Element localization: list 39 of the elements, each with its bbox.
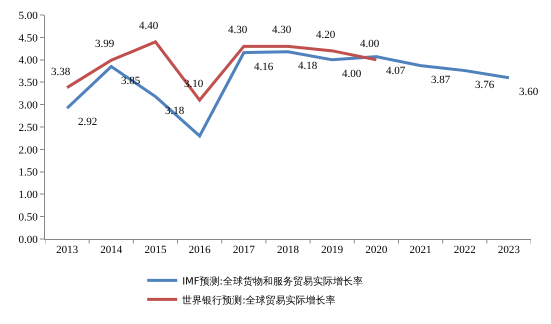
y-tick-label: 3.00 bbox=[18, 99, 38, 112]
y-tick-label: 5.00 bbox=[18, 10, 38, 22]
y-tick-label: 2.50 bbox=[18, 122, 38, 134]
data-label: 4.30 bbox=[228, 24, 248, 36]
x-tick-label: 2023 bbox=[498, 244, 520, 256]
x-tick-label: 2022 bbox=[454, 244, 476, 256]
y-tick-label: 3.50 bbox=[18, 77, 38, 90]
data-label: 4.20 bbox=[316, 29, 336, 41]
legend-label: IMF预测:全球货物和服务贸易实际增长率 bbox=[182, 275, 363, 288]
data-label: 4.16 bbox=[254, 61, 274, 73]
y-tick-label: 1.50 bbox=[18, 166, 38, 179]
data-label: 4.40 bbox=[139, 20, 159, 32]
x-tick-label: 2020 bbox=[365, 244, 388, 256]
data-label: 3.38 bbox=[51, 66, 71, 78]
y-tick-label: 1.00 bbox=[18, 189, 38, 202]
x-tick-label: 2018 bbox=[277, 244, 300, 256]
x-tick-label: 2021 bbox=[410, 244, 432, 256]
data-label: 4.18 bbox=[298, 60, 318, 72]
data-label: 4.30 bbox=[272, 24, 292, 36]
y-tick-label: 4.00 bbox=[18, 54, 38, 67]
x-tick-label: 2013 bbox=[56, 244, 79, 256]
data-label: 3.87 bbox=[431, 74, 451, 86]
x-tick-label: 2016 bbox=[188, 244, 212, 256]
data-label: 3.60 bbox=[519, 86, 539, 98]
x-tick-label: 2019 bbox=[321, 244, 344, 256]
data-label: 3.99 bbox=[95, 38, 115, 50]
data-label: 4.07 bbox=[386, 65, 406, 77]
y-tick-label: 2.00 bbox=[18, 144, 38, 156]
y-tick-label: 0.00 bbox=[18, 234, 38, 246]
x-tick-label: 2017 bbox=[232, 244, 256, 256]
y-tick-label: 4.50 bbox=[18, 32, 38, 44]
x-tick-label: 2014 bbox=[100, 244, 123, 256]
y-tick-label: 0.50 bbox=[18, 211, 38, 224]
data-label: 4.00 bbox=[360, 38, 380, 50]
data-label: 2.92 bbox=[78, 116, 98, 128]
data-label: 4.00 bbox=[342, 68, 362, 80]
legend-label: 世界银行预测:全球贸易实际增长率 bbox=[182, 294, 336, 306]
data-label: 3.76 bbox=[475, 79, 495, 91]
x-tick-label: 2015 bbox=[144, 244, 167, 256]
